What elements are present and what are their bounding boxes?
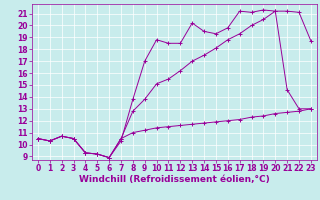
X-axis label: Windchill (Refroidissement éolien,°C): Windchill (Refroidissement éolien,°C): [79, 175, 270, 184]
